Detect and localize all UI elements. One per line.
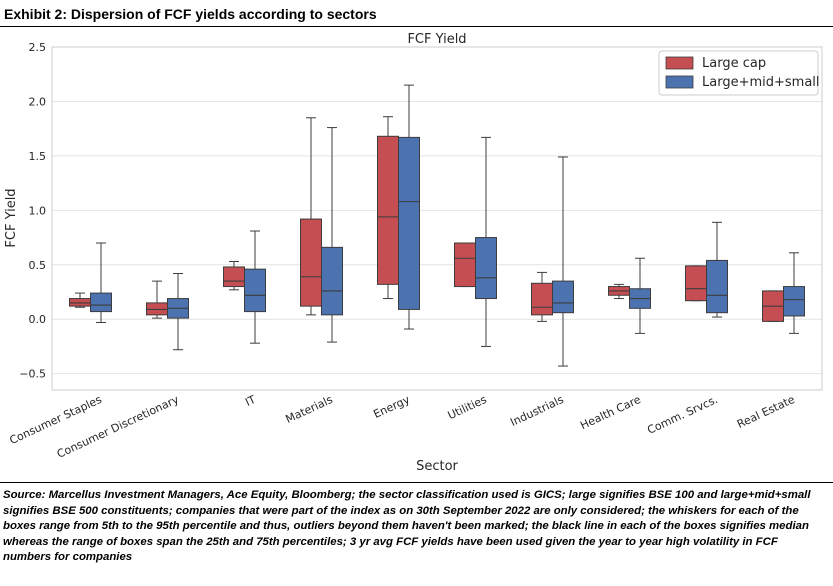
iqr-box bbox=[706, 259, 728, 314]
iqr-box bbox=[90, 292, 112, 313]
iqr-box bbox=[475, 237, 497, 300]
source-note: Source: Marcellus Investment Managers, A… bbox=[3, 489, 811, 564]
box-large-cap-comm-srvcs bbox=[685, 265, 707, 302]
y-tick-label: 1.5 bbox=[29, 150, 47, 163]
box-large-mid-small-utilities bbox=[475, 136, 497, 347]
legend-label-large-mid-small: Large+mid+small bbox=[702, 75, 820, 90]
box-large-mid-small-comm-srvcs bbox=[706, 221, 728, 318]
legend-label-large-cap: Large cap bbox=[702, 56, 766, 71]
box-large-mid-small-real-estate bbox=[783, 252, 805, 334]
y-tick-label: 2.5 bbox=[29, 41, 47, 54]
x-tick-label-materials: Materials bbox=[284, 393, 335, 426]
x-tick-label-it: IT bbox=[243, 393, 258, 409]
box-large-mid-small-industrials bbox=[552, 156, 574, 367]
box-large-mid-small-consumer-staples bbox=[90, 242, 112, 323]
plot-frame bbox=[51, 46, 823, 391]
bottom-rule bbox=[0, 482, 833, 483]
box-large-cap-energy bbox=[377, 116, 399, 300]
x-tick-label-real-estate: Real Estate bbox=[735, 393, 797, 431]
box-large-mid-small-materials bbox=[321, 127, 343, 343]
box-large-cap-health-care bbox=[608, 283, 630, 300]
y-tick-label: 2.0 bbox=[29, 95, 47, 108]
grid-layer bbox=[52, 46, 822, 375]
iqr-box bbox=[685, 265, 707, 302]
y-tick-label: 1.0 bbox=[29, 204, 47, 217]
y-tick-label: 0.5 bbox=[29, 259, 47, 272]
iqr-box bbox=[223, 266, 245, 288]
box-large-cap-industrials bbox=[531, 271, 553, 322]
y-tick-label: 0.0 bbox=[29, 313, 47, 326]
iqr-box bbox=[321, 246, 343, 316]
box-large-cap-materials bbox=[300, 117, 322, 316]
box-large-cap-utilities bbox=[454, 242, 476, 288]
x-tick-label-comm-srvcs: Comm. Srvcs. bbox=[645, 393, 719, 437]
iqr-box bbox=[300, 218, 322, 307]
iqr-box bbox=[783, 286, 805, 317]
x-tick-label-health-care: Health Care bbox=[578, 393, 643, 432]
iqr-box bbox=[531, 282, 553, 316]
legend-swatch-large-cap bbox=[665, 56, 694, 70]
y-tick-label: −0.5 bbox=[19, 368, 46, 381]
box-large-cap-real-estate bbox=[762, 290, 784, 322]
y-tick-labels: −0.5 0.0 0.5 1.0 1.5 2.0 2.5 bbox=[19, 41, 46, 381]
box-large-mid-small-it bbox=[244, 230, 266, 344]
box-large-cap-it bbox=[223, 261, 245, 291]
x-axis-label: Sector bbox=[416, 459, 458, 474]
chart-title: FCF Yield bbox=[407, 32, 466, 47]
box-layer bbox=[69, 84, 805, 367]
iqr-box bbox=[454, 242, 476, 288]
iqr-box bbox=[552, 280, 574, 314]
top-rule bbox=[0, 26, 833, 27]
exhibit-title: Exhibit 2: Dispersion of FCF yields acco… bbox=[4, 6, 377, 22]
box-large-cap-consumer-discretionary bbox=[146, 280, 168, 319]
legend-swatch-large-mid-small bbox=[665, 75, 694, 89]
box-large-mid-small-health-care bbox=[629, 257, 651, 334]
legend-frame bbox=[658, 50, 819, 96]
iqr-box bbox=[377, 135, 399, 285]
y-axis-label: FCF Yield bbox=[4, 188, 19, 247]
box-large-mid-small-consumer-discretionary bbox=[167, 272, 189, 351]
x-tick-label-consumer-discretionary: Consumer Discretionary bbox=[55, 393, 181, 461]
iqr-box bbox=[398, 136, 420, 310]
legend: Large cap Large+mid+small bbox=[658, 50, 820, 96]
box-large-cap-consumer-staples bbox=[69, 292, 91, 308]
x-tick-label-utilities: Utilities bbox=[446, 393, 489, 422]
box-large-mid-small-energy bbox=[398, 84, 420, 330]
box-plot-chart: −0.50.00.51.01.52.02.5 Consumer StaplesC… bbox=[4, 32, 823, 474]
x-tick-label-industrials: Industrials bbox=[508, 393, 566, 429]
iqr-box bbox=[244, 268, 266, 313]
x-tick-label-energy: Energy bbox=[371, 393, 412, 421]
